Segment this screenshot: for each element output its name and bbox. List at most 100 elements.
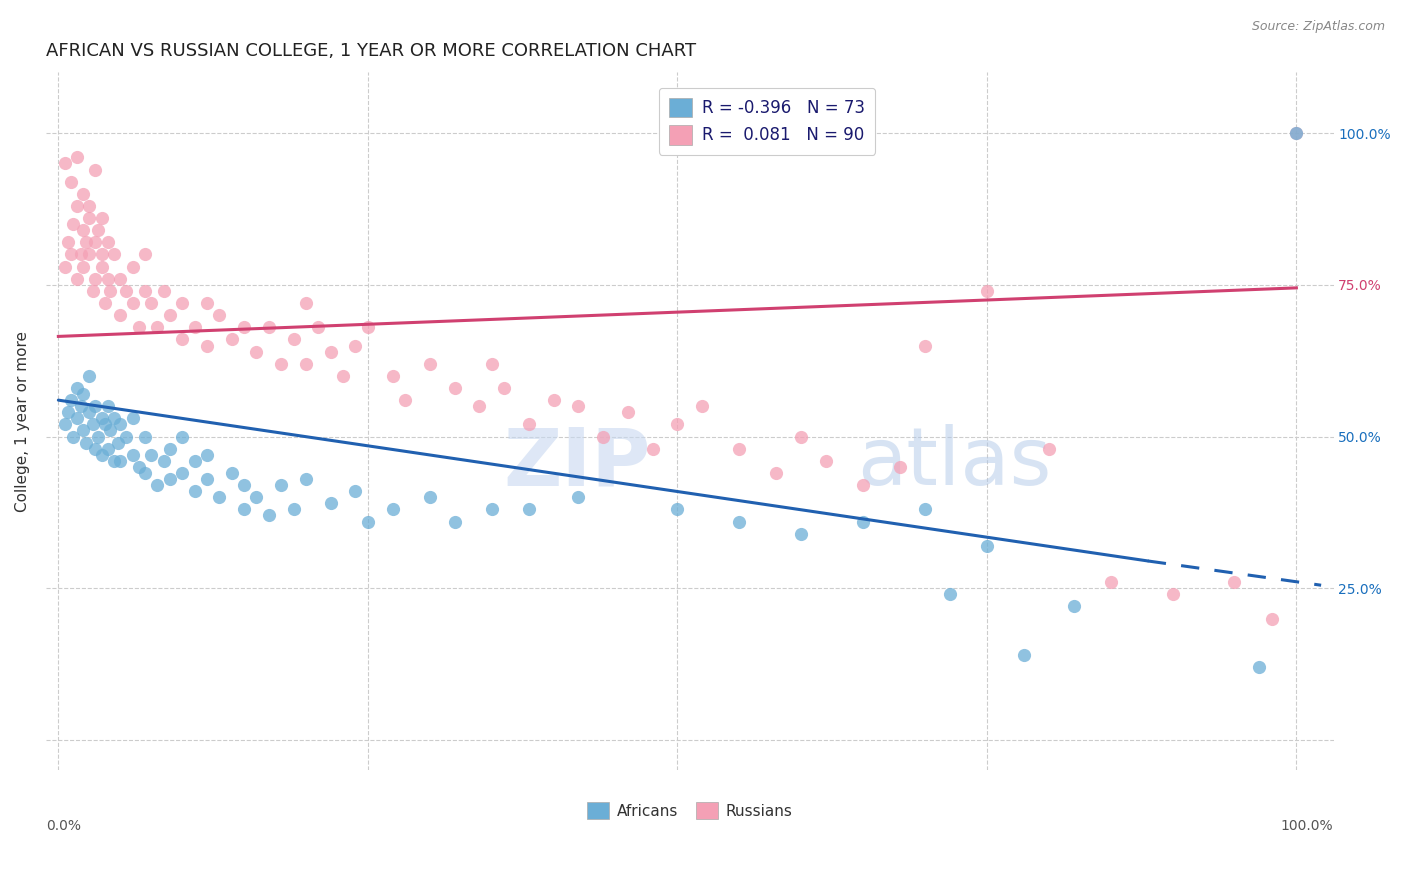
Point: [183, 454, 205, 468]
Point: [75, 435, 97, 450]
Text: 0.0%: 0.0%: [46, 819, 82, 833]
Point: [115, 284, 138, 298]
Point: [419, 357, 441, 371]
Point: [87, 429, 110, 443]
Point: [103, 247, 125, 261]
Point: [59, 247, 82, 261]
Point: [1038, 442, 1060, 456]
Point: [134, 429, 156, 443]
Point: [307, 320, 329, 334]
Point: [233, 320, 256, 334]
Point: [319, 496, 342, 510]
Point: [357, 320, 380, 334]
Point: [295, 296, 318, 310]
Point: [121, 411, 143, 425]
Point: [381, 368, 404, 383]
Point: [90, 411, 112, 425]
Point: [666, 417, 689, 432]
Point: [295, 357, 318, 371]
Point: [134, 247, 156, 261]
Point: [128, 320, 150, 334]
Point: [107, 435, 129, 450]
Point: [270, 357, 292, 371]
Point: [283, 502, 305, 516]
Point: [641, 442, 664, 456]
Point: [592, 429, 614, 443]
Point: [295, 472, 318, 486]
Point: [245, 344, 267, 359]
Point: [97, 235, 120, 250]
Point: [221, 333, 243, 347]
Point: [270, 478, 292, 492]
Point: [98, 284, 121, 298]
Point: [134, 466, 156, 480]
Point: [90, 448, 112, 462]
Point: [128, 459, 150, 474]
Point: [141, 296, 163, 310]
Point: [66, 272, 89, 286]
Point: [84, 442, 107, 456]
Point: [814, 454, 837, 468]
Point: [62, 429, 84, 443]
Point: [517, 502, 540, 516]
Point: [103, 411, 125, 425]
Point: [1285, 126, 1308, 140]
Point: [121, 448, 143, 462]
Point: [72, 186, 94, 201]
Point: [543, 393, 565, 408]
Point: [59, 175, 82, 189]
Point: [79, 211, 101, 225]
Point: [889, 459, 911, 474]
Text: atlas: atlas: [858, 425, 1052, 502]
Point: [914, 502, 936, 516]
Point: [1285, 126, 1308, 140]
Point: [58, 405, 80, 419]
Point: [98, 424, 121, 438]
Point: [221, 466, 243, 480]
Point: [82, 417, 104, 432]
Point: [110, 417, 132, 432]
Point: [97, 399, 120, 413]
Point: [765, 466, 787, 480]
Text: AFRICAN VS RUSSIAN COLLEGE, 1 YEAR OR MORE CORRELATION CHART: AFRICAN VS RUSSIAN COLLEGE, 1 YEAR OR MO…: [46, 42, 696, 60]
Point: [567, 490, 589, 504]
Point: [66, 150, 89, 164]
Point: [381, 502, 404, 516]
Point: [617, 405, 640, 419]
Point: [58, 235, 80, 250]
Point: [152, 284, 174, 298]
Point: [443, 381, 465, 395]
Point: [183, 484, 205, 499]
Point: [146, 478, 169, 492]
Point: [976, 284, 998, 298]
Point: [394, 393, 416, 408]
Point: [257, 320, 280, 334]
Point: [357, 515, 380, 529]
Point: [159, 442, 181, 456]
Point: [790, 526, 813, 541]
Point: [72, 260, 94, 274]
Point: [1063, 599, 1085, 614]
Point: [79, 199, 101, 213]
Point: [53, 156, 76, 170]
Point: [90, 211, 112, 225]
Point: [90, 260, 112, 274]
Point: [84, 162, 107, 177]
Point: [115, 429, 138, 443]
Point: [62, 217, 84, 231]
Point: [233, 502, 256, 516]
Point: [172, 466, 194, 480]
Point: [79, 368, 101, 383]
Point: [690, 399, 713, 413]
Point: [914, 338, 936, 352]
Point: [419, 490, 441, 504]
Point: [468, 399, 491, 413]
Point: [172, 296, 194, 310]
Point: [208, 308, 231, 322]
Point: [110, 272, 132, 286]
Point: [852, 478, 875, 492]
Legend: Africans, Russians: Africans, Russians: [581, 796, 799, 825]
Point: [195, 448, 218, 462]
Point: [567, 399, 589, 413]
Point: [790, 429, 813, 443]
